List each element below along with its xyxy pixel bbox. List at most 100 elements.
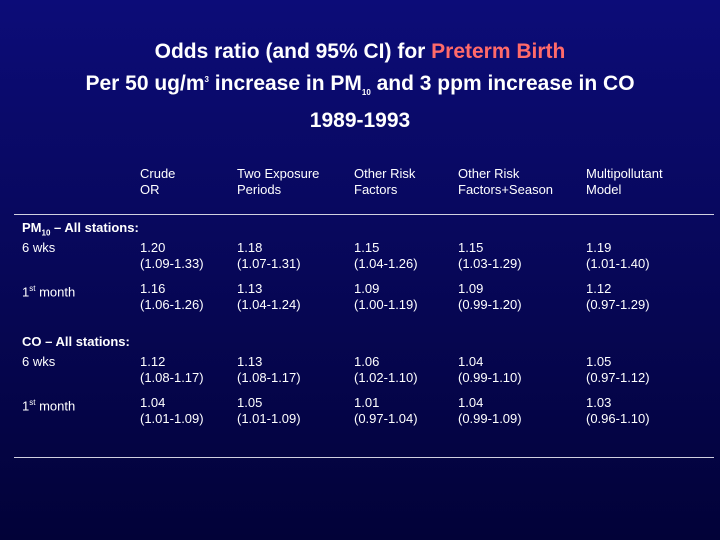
cell-estimate: 1.06 (354, 354, 380, 369)
label-part: 6 wks (22, 354, 56, 369)
cell-ci: (1.01-1.09) (237, 411, 301, 426)
cell-estimate: 1.04 (458, 354, 484, 369)
cell: 1.04 (0.99-1.10) (458, 354, 522, 386)
cell: 1.15 (1.03-1.29) (458, 240, 522, 272)
column-header: Other Risk Factors+Season (458, 166, 553, 198)
cell: 1.09 (1.00-1.19) (354, 281, 418, 313)
label-part: month (35, 284, 76, 300)
rule (14, 214, 714, 215)
title-sub: 10 (361, 88, 371, 98)
cell-ci: (0.99-1.09) (458, 411, 522, 426)
cell: 1.15 (1.04-1.26) (354, 240, 418, 272)
cell: 1.20 (1.09-1.33) (140, 240, 204, 272)
cell-estimate: 1.01 (354, 395, 380, 410)
cell-ci: (1.08-1.17) (140, 370, 204, 385)
cell-ci: (0.97-1.12) (586, 370, 650, 385)
cell-ci: (1.04-1.26) (354, 256, 418, 271)
cell-estimate: 1.04 (140, 395, 166, 410)
cell: 1.05 (0.97-1.12) (586, 354, 650, 386)
row-label: 6 wks (22, 354, 55, 370)
header-line: Other Risk (458, 166, 520, 181)
cell-estimate: 1.09 (354, 281, 380, 296)
label-part: 1 (22, 398, 30, 414)
label-part: 1 (22, 284, 30, 300)
label-part: CO – All stations: (22, 334, 130, 349)
cell: 1.12 (1.08-1.17) (140, 354, 204, 386)
cell: 1.09 (0.99-1.20) (458, 281, 522, 313)
label-part: PM (22, 220, 42, 235)
header-line: Model (586, 182, 622, 197)
group-label: CO – All stations: (22, 334, 130, 350)
group-label: PM10 – All stations: (22, 220, 139, 242)
cell: 1.12 (0.97-1.29) (586, 281, 650, 313)
cell-estimate: 1.05 (586, 354, 612, 369)
column-header: Crude OR (140, 166, 175, 198)
cell: 1.13 (1.08-1.17) (237, 354, 301, 386)
title-text: increase in PM (208, 72, 362, 95)
label-part: 6 wks (22, 240, 56, 255)
title: Odds ratio (and 95% CI) for Preterm Birt… (0, 38, 720, 135)
cell: 1.03 (0.96-1.10) (586, 395, 650, 427)
header-line: Factors+Season (458, 182, 554, 197)
title-line: 1989-1993 (309, 109, 411, 133)
cell: 1.19 (1.01-1.40) (586, 240, 650, 272)
cell-ci: (1.08-1.17) (237, 370, 301, 385)
cell: 1.06 (1.02-1.10) (354, 354, 418, 386)
cell: 1.05 (1.01-1.09) (237, 395, 301, 427)
cell-ci: (1.07-1.31) (237, 256, 301, 271)
cell-estimate: 1.13 (237, 354, 263, 369)
title-highlight: Preterm Birth (431, 40, 566, 63)
cell-estimate: 1.03 (586, 395, 612, 410)
header-line: Multipollutant (586, 166, 663, 181)
cell-estimate: 1.12 (586, 281, 612, 296)
cell-estimate: 1.12 (140, 354, 166, 369)
cell-ci: (1.03-1.29) (458, 256, 522, 271)
header-line: Two Exposure (237, 166, 320, 181)
cell-ci: (1.00-1.19) (354, 297, 418, 312)
cell-estimate: 1.15 (458, 240, 484, 255)
cell-estimate: 1.16 (140, 281, 166, 296)
cell-estimate: 1.19 (586, 240, 612, 255)
cell: 1.01 (0.97-1.04) (354, 395, 418, 427)
row-label: 1st month (22, 395, 75, 414)
cell: 1.04 (1.01-1.09) (140, 395, 204, 427)
column-header: Other Risk Factors (354, 166, 415, 198)
cell-ci: (1.06-1.26) (140, 297, 204, 312)
cell-ci: (0.97-1.29) (586, 297, 650, 312)
header-line: Crude (140, 166, 176, 181)
cell-ci: (1.09-1.33) (140, 256, 204, 271)
label-part: st (29, 398, 36, 407)
cell-ci: (0.99-1.20) (458, 297, 522, 312)
header-line: Periods (237, 182, 282, 197)
cell: 1.16 (1.06-1.26) (140, 281, 204, 313)
header-line: Other Risk (354, 166, 416, 181)
label-part: 10 (41, 228, 51, 238)
cell-estimate: 1.13 (237, 281, 263, 296)
label-part: – All stations: (50, 220, 139, 235)
label-part: month (35, 398, 76, 414)
row-label: 1st month (22, 281, 75, 300)
title-text: Per 50 ug/m (85, 72, 205, 95)
cell-estimate: 1.09 (458, 281, 484, 296)
cell-estimate: 1.15 (354, 240, 380, 255)
title-text: Odds ratio (and 95% CI) for (154, 40, 432, 63)
rule (14, 457, 714, 458)
cell-estimate: 1.20 (140, 240, 166, 255)
title-text: and 3 ppm increase in CO (370, 72, 635, 95)
cell-ci: (1.04-1.24) (237, 297, 301, 312)
column-header: Multipollutant Model (586, 166, 663, 198)
cell-estimate: 1.05 (237, 395, 263, 410)
header-line: OR (140, 182, 160, 197)
cell: 1.13 (1.04-1.24) (237, 281, 301, 313)
label-part: st (29, 284, 36, 293)
title-line: Odds ratio (and 95% CI) for Preterm Birt… (0, 38, 720, 66)
cell-estimate: 1.18 (237, 240, 263, 255)
cell-ci: (0.99-1.10) (458, 370, 522, 385)
cell-ci: (0.97-1.04) (354, 411, 418, 426)
cell: 1.18 (1.07-1.31) (237, 240, 301, 272)
header-line: Factors (354, 182, 398, 197)
column-header: Two Exposure Periods (237, 166, 319, 198)
title-sup: 3 (204, 75, 209, 84)
cell-ci: (0.96-1.10) (586, 411, 650, 426)
